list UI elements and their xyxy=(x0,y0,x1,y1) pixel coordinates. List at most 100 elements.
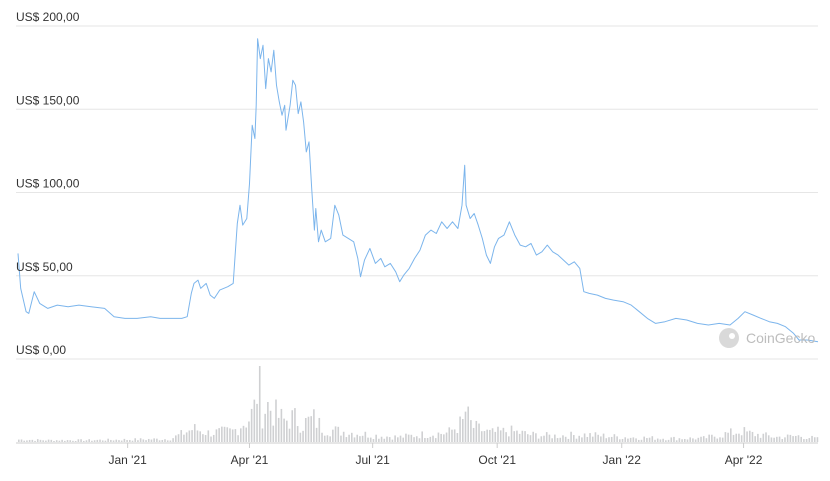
x-tick-label: Apr '21 xyxy=(231,453,269,467)
volume-bar xyxy=(467,406,470,442)
volume-bar xyxy=(26,440,28,442)
volume-bar xyxy=(445,432,448,442)
volume-bar xyxy=(548,434,551,442)
volume-bar xyxy=(535,433,537,442)
volume-bar xyxy=(55,440,58,442)
volume-bar xyxy=(269,410,272,442)
volume-bar xyxy=(218,428,220,442)
volume-bar xyxy=(581,437,583,442)
volume-bar xyxy=(800,436,803,442)
volume-bar xyxy=(85,440,88,442)
volume-bar xyxy=(532,431,534,442)
volume-bar xyxy=(50,439,53,442)
volume-bar xyxy=(210,436,212,442)
volume-bar xyxy=(356,434,359,442)
volume-bar xyxy=(277,417,280,442)
volume-bar xyxy=(191,430,193,442)
volume-bar xyxy=(53,441,55,442)
coingecko-logo-icon xyxy=(719,328,739,348)
volume-bar xyxy=(234,429,237,442)
volume-bar xyxy=(816,437,819,442)
volume-bar xyxy=(502,427,505,442)
volume-bar xyxy=(705,438,708,442)
volume-bar xyxy=(624,437,627,442)
volume-bar xyxy=(556,438,559,442)
volume-bar xyxy=(529,435,532,442)
volume-bar xyxy=(258,366,261,442)
volume-bar xyxy=(188,430,191,442)
volume-bar xyxy=(28,439,31,442)
volume-bar xyxy=(499,430,502,442)
volume-bar xyxy=(440,433,442,442)
volume-bar xyxy=(101,440,104,442)
volume-bar xyxy=(380,436,383,442)
volume-bar xyxy=(689,437,692,442)
volume-bar xyxy=(453,429,456,442)
volume-bar xyxy=(811,435,813,442)
volume-bar xyxy=(407,434,410,442)
volume-bar xyxy=(464,411,467,442)
volume-bar xyxy=(397,437,399,442)
volume-bar xyxy=(221,426,223,442)
volume-bar xyxy=(367,437,369,442)
volume-bar xyxy=(310,416,312,442)
volume-bar xyxy=(597,434,599,442)
volume-bar xyxy=(537,438,540,442)
volume-bar xyxy=(202,434,204,442)
volume-bar xyxy=(456,433,459,442)
volume-bar xyxy=(646,438,648,442)
volume-bar xyxy=(120,440,123,442)
volume-bar xyxy=(315,427,318,442)
volume-bar xyxy=(177,434,180,442)
volume-bar xyxy=(286,420,288,442)
volume-bar xyxy=(429,436,432,442)
volume-bar xyxy=(291,410,294,442)
volume-bar xyxy=(329,436,331,442)
volume-bar xyxy=(478,423,480,442)
volume-bar xyxy=(575,438,578,442)
volume-bar xyxy=(667,439,670,442)
volume-bar xyxy=(226,427,229,442)
volume-bar xyxy=(797,435,800,442)
volume-bar xyxy=(142,439,145,442)
volume-bar xyxy=(619,439,621,442)
volume-bar xyxy=(505,432,507,442)
volume-bar xyxy=(34,440,36,442)
volume-bars xyxy=(18,366,819,442)
volume-bar xyxy=(45,440,47,442)
x-tick-label: Jan '21 xyxy=(108,453,147,467)
volume-bar xyxy=(280,408,283,442)
volume-bar xyxy=(635,438,637,442)
volume-bar xyxy=(183,434,185,442)
volume-bar xyxy=(175,435,177,442)
volume-bar xyxy=(302,430,304,442)
volume-bar xyxy=(784,437,786,442)
volume-bar xyxy=(692,438,694,442)
volume-bar xyxy=(88,439,90,442)
volume-bar xyxy=(413,437,415,442)
volume-bar xyxy=(654,439,656,442)
volume-bar xyxy=(253,399,256,442)
volume-bar xyxy=(708,434,710,442)
volume-bar xyxy=(586,436,589,442)
volume-bar xyxy=(321,432,323,442)
volume-bar xyxy=(781,439,784,442)
watermark-text: CoinGecko xyxy=(746,330,815,346)
volume-bar xyxy=(139,438,142,442)
volume-bar xyxy=(792,436,794,442)
volume-bar xyxy=(562,435,564,442)
y-tick-label: US$ 150,00 xyxy=(16,93,80,107)
volume-bar xyxy=(754,436,756,442)
volume-bar xyxy=(204,435,207,442)
volume-bar xyxy=(675,440,678,442)
volume-bar xyxy=(472,427,475,442)
volume-bar xyxy=(659,439,662,442)
volume-bar xyxy=(589,433,591,442)
volume-bar xyxy=(172,438,174,442)
volume-bar xyxy=(267,402,269,442)
volume-bar xyxy=(743,427,746,442)
volume-bar xyxy=(158,440,161,442)
volume-bar xyxy=(459,416,461,442)
volume-bar xyxy=(156,438,158,442)
